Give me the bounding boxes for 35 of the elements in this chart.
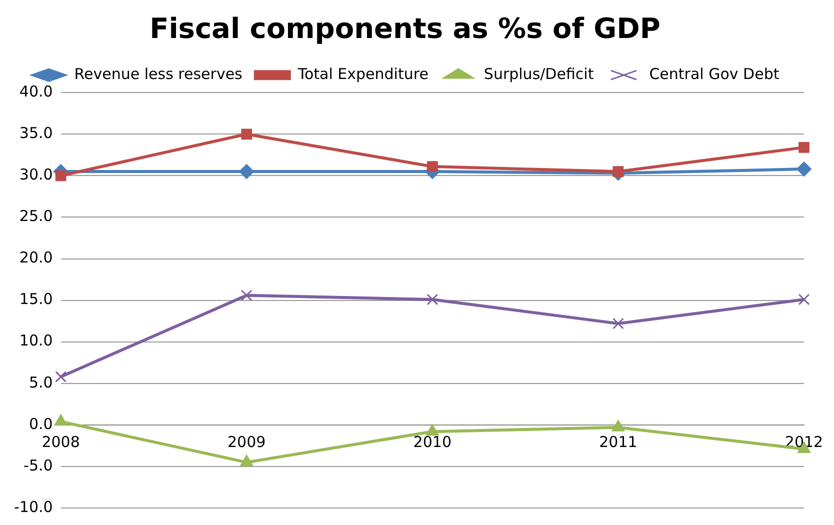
- y-tick-label: 5.0: [28, 373, 53, 392]
- point: [240, 454, 254, 466]
- x-tick-label: 2010: [413, 432, 452, 451]
- y-tick-label: 0.0: [28, 414, 53, 433]
- point: [426, 161, 438, 172]
- y-tick-label: 15.0: [19, 290, 53, 308]
- y-tick-label: 40.0: [19, 82, 53, 100]
- legend-label: Central Gov Debt: [649, 64, 780, 83]
- point: [612, 420, 625, 432]
- point: [796, 162, 812, 177]
- legend-label: Revenue less reserves: [74, 64, 243, 83]
- legend-label: Total Expenditure: [296, 64, 428, 83]
- point: [426, 424, 439, 436]
- point: [798, 142, 810, 153]
- y-tick-label: 25.0: [19, 207, 53, 226]
- point: [798, 294, 810, 306]
- chart-title: Fiscal components as %s of GDP: [150, 12, 660, 46]
- y-tick-label: 30.0: [19, 166, 53, 184]
- point: [55, 170, 66, 182]
- point: [54, 414, 68, 426]
- y-tick-label: 35.0: [19, 124, 53, 142]
- point: [241, 128, 252, 140]
- y-tick-label: 20.0: [19, 248, 53, 267]
- point: [55, 371, 67, 382]
- point: [240, 290, 252, 302]
- y-tick-label: -10.0: [14, 498, 53, 516]
- x-tick-label: 2009: [228, 432, 266, 451]
- point: [239, 164, 254, 180]
- point: [426, 294, 438, 306]
- x-tick-label: 2008: [42, 432, 80, 451]
- x-tick-label: 2011: [599, 432, 638, 451]
- legend-label: Surplus/Deficit: [484, 64, 594, 83]
- point: [612, 318, 624, 330]
- y-tick-label: -5.0: [24, 456, 53, 474]
- y-tick-label: 10.0: [19, 332, 53, 350]
